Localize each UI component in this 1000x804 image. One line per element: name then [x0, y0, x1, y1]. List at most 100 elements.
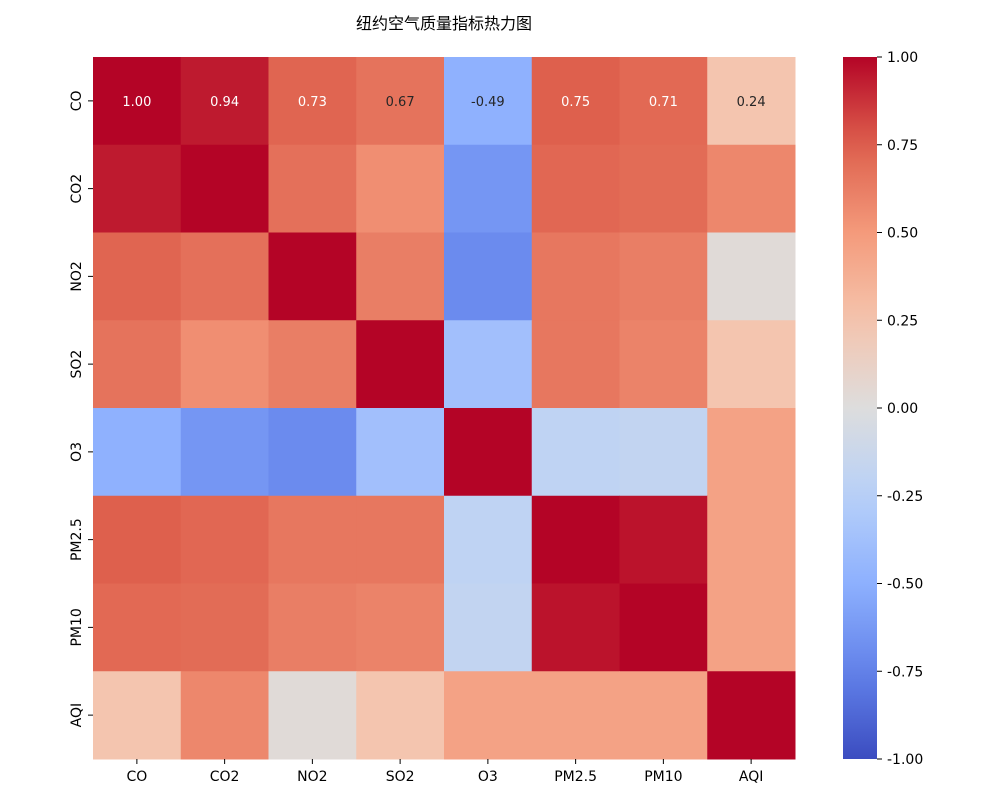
colorbar-tick-label: 0.00	[887, 401, 918, 417]
heatmap-cell-CO2-NO2	[268, 144, 357, 233]
heatmap-cell-CO-CO2	[180, 57, 269, 146]
cell-annotation-PM10: 0.71	[649, 95, 678, 110]
heatmap-cell-CO-AQI	[707, 57, 796, 146]
x-tick-label-CO2: CO2	[210, 769, 240, 785]
heatmap-cell-SO2-O3	[444, 320, 533, 409]
colorbar-tick-label: -0.25	[887, 489, 923, 505]
heatmap-cell-AQI-PM10	[619, 671, 708, 760]
cell-annotation-CO2: 0.94	[210, 95, 239, 110]
heatmap-cell-CO2-PM2.5	[531, 144, 620, 233]
heatmap-cell-NO2-NO2	[268, 232, 357, 321]
cell-annotation-PM2.5: 0.75	[561, 95, 590, 110]
x-tick-label-AQI: AQI	[739, 769, 763, 785]
heatmap-cell-PM2.5-AQI	[707, 495, 796, 584]
colorbar-gradient	[843, 57, 877, 759]
heatmap-cell-PM10-CO	[93, 583, 182, 672]
heatmap-cell-NO2-SO2	[356, 232, 445, 321]
heatmap-cell-PM10-CO2	[180, 583, 269, 672]
heatmap-cell-SO2-CO2	[180, 320, 269, 409]
y-tick-label-O3: O3	[69, 442, 85, 462]
heatmap-cell-CO-NO2	[268, 57, 357, 146]
y-tick-label-AQI: AQI	[69, 703, 85, 727]
heatmap-cell-PM10-PM2.5	[531, 583, 620, 672]
heatmap-cell-O3-O3	[444, 408, 533, 497]
x-tick-label-SO2: SO2	[386, 769, 415, 785]
heatmap-cell-CO2-O3	[444, 144, 533, 233]
heatmap-cell-AQI-O3	[444, 671, 533, 760]
heatmap-cell-PM2.5-PM2.5	[531, 495, 620, 584]
heatmap-cell-PM2.5-CO	[93, 495, 182, 584]
heatmap-cell-AQI-SO2	[356, 671, 445, 760]
heatmap-cell-CO-PM10	[619, 57, 708, 146]
heatmap-cell-SO2-PM2.5	[531, 320, 620, 409]
heatmap-cell-SO2-AQI	[707, 320, 796, 409]
y-tick-label-NO2: NO2	[69, 261, 85, 291]
heatmap-cell-CO2-AQI	[707, 144, 796, 233]
heatmap-cell-PM10-NO2	[268, 583, 357, 672]
heatmap-cell-PM10-PM10	[619, 583, 708, 672]
cell-annotation-AQI: 0.24	[737, 95, 766, 110]
chart-title: 纽约空气质量指标热力图	[356, 14, 532, 33]
colorbar-tick-label: 0.50	[887, 226, 918, 242]
heatmap-cell-CO-CO	[93, 57, 182, 146]
heatmap-cell-O3-CO	[93, 408, 182, 497]
colorbar-tick-label: -0.50	[887, 577, 923, 593]
heatmap-cell-AQI-PM2.5	[531, 671, 620, 760]
heatmap-cell-O3-PM2.5	[531, 408, 620, 497]
heatmap-cell-PM2.5-CO2	[180, 495, 269, 584]
x-tick-label-PM2.5: PM2.5	[554, 769, 597, 785]
heatmap-cell-NO2-O3	[444, 232, 533, 321]
heatmap-cell-CO-SO2	[356, 57, 445, 146]
y-tick-label-SO2: SO2	[69, 350, 85, 379]
colorbar-tick-label: -1.00	[887, 752, 923, 768]
cell-annotation-CO: 1.00	[122, 95, 151, 110]
heatmap-cell-SO2-CO	[93, 320, 182, 409]
x-tick-label-CO: CO	[126, 769, 147, 785]
heatmap-cell-NO2-PM2.5	[531, 232, 620, 321]
heatmap-cell-O3-CO2	[180, 408, 269, 497]
heatmap-cell-CO2-PM10	[619, 144, 708, 233]
heatmap-cell-AQI-CO2	[180, 671, 269, 760]
colorbar-tick-label: 0.75	[887, 138, 918, 154]
heatmap-cell-SO2-PM10	[619, 320, 708, 409]
heatmap-cell-PM10-SO2	[356, 583, 445, 672]
x-tick-label-O3: O3	[478, 769, 498, 785]
colorbar-tick-label: -0.75	[887, 664, 923, 680]
heatmap-cell-NO2-PM10	[619, 232, 708, 321]
heatmap-cell-AQI-NO2	[268, 671, 357, 760]
heatmap-cell-NO2-AQI	[707, 232, 796, 321]
x-tick-label-PM10: PM10	[644, 769, 682, 785]
y-axis: CO CO2 NO2 SO2 O3 PM2.5 PM10 AQI	[69, 90, 93, 727]
heatmap-cell-PM2.5-PM10	[619, 495, 708, 584]
colorbar-tick-label: 1.00	[887, 50, 918, 66]
x-axis: CO CO2 NO2 SO2 O3 PM2.5 PM10 AQI	[126, 759, 763, 785]
heatmap-cell-AQI-AQI	[707, 671, 796, 760]
heatmap-cell-O3-NO2	[268, 408, 357, 497]
cell-annotation-SO2: 0.67	[386, 95, 415, 110]
heatmap-cell-PM2.5-SO2	[356, 495, 445, 584]
heatmap-cell-CO-O3	[444, 57, 533, 146]
heatmap-cell-PM10-AQI	[707, 583, 796, 672]
x-tick-label-NO2: NO2	[297, 769, 327, 785]
heatmap-cell-O3-PM10	[619, 408, 708, 497]
heatmap-cell-CO2-CO2	[180, 144, 269, 233]
y-tick-label-PM2.5: PM2.5	[69, 518, 85, 561]
cell-annotation-O3: -0.49	[471, 95, 505, 110]
y-tick-label-CO: CO	[69, 90, 85, 111]
heatmap-cell-PM2.5-NO2	[268, 495, 357, 584]
heatmap-cell-O3-AQI	[707, 408, 796, 497]
colorbar: 1.00 0.75 0.50 0.25 0.00 -0.25 -0.50 -0.75 -1.00	[843, 50, 923, 768]
heatmap-cell-CO-PM2.5	[531, 57, 620, 146]
colorbar-tick-label: 0.25	[887, 313, 918, 329]
heatmap-cell-SO2-NO2	[268, 320, 357, 409]
heatmap-cell-O3-SO2	[356, 408, 445, 497]
heatmap-cell-CO2-SO2	[356, 144, 445, 233]
heatmap-cell-PM10-O3	[444, 583, 533, 672]
heatmap-cell-NO2-CO	[93, 232, 182, 321]
heatmap-cell-CO2-CO	[93, 144, 182, 233]
heatmap-cells: 1.00 0.94 0.73 0.67 -0.49 0.75 0.71 0.24	[93, 57, 796, 760]
heatmap-cell-AQI-CO	[93, 671, 182, 760]
heatmap-cell-SO2-SO2	[356, 320, 445, 409]
